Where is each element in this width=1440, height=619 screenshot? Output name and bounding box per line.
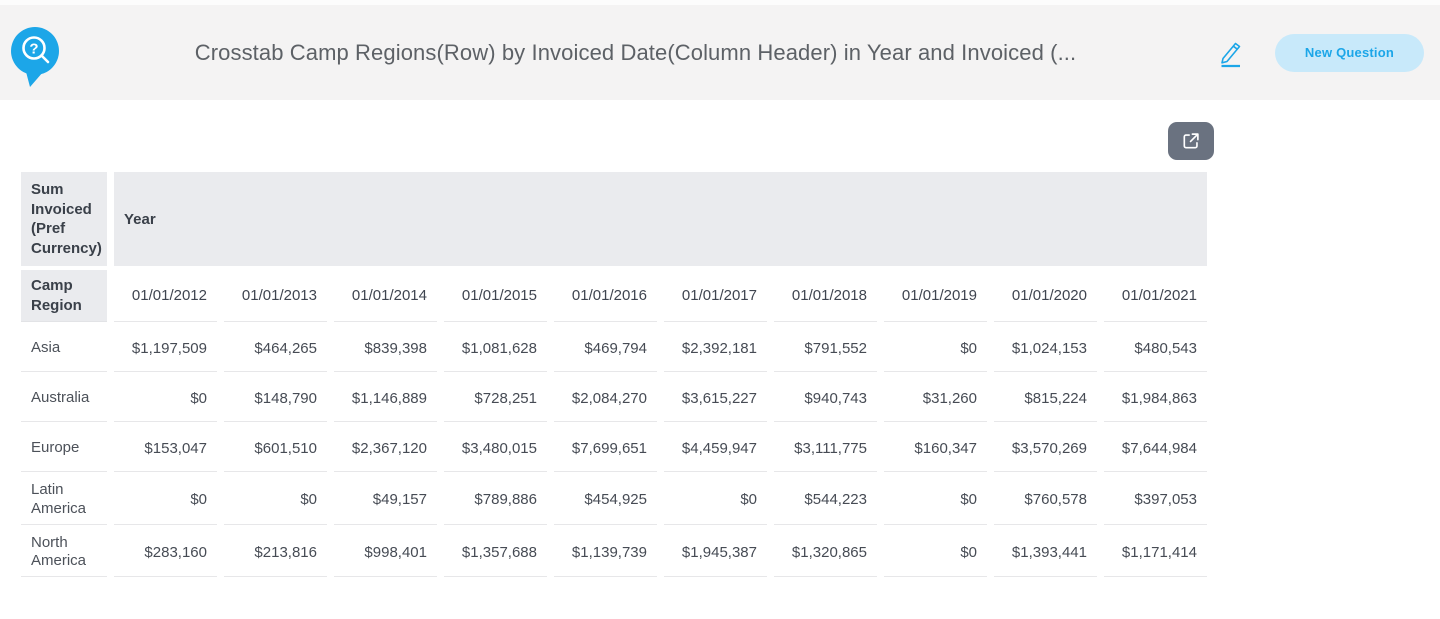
value-cell: $1,081,628	[444, 326, 547, 372]
column-header[interactable]: 01/01/2020	[994, 270, 1097, 322]
open-in-new-icon	[1183, 133, 1199, 149]
column-header[interactable]: 01/01/2018	[774, 270, 877, 322]
value-cell: $7,644,984	[1104, 426, 1207, 472]
value-cell: $1,320,865	[774, 529, 877, 577]
value-cell: $49,157	[334, 476, 437, 525]
value-cell: $1,171,414	[1104, 529, 1207, 577]
value-cell: $464,265	[224, 326, 327, 372]
value-cell: $998,401	[334, 529, 437, 577]
value-cell: $469,794	[554, 326, 657, 372]
row-label: North America	[21, 529, 107, 577]
measure-header-row: Sum Invoiced (Pref Currency) Year	[21, 172, 1207, 266]
open-in-new-button[interactable]	[1168, 122, 1214, 160]
app-logo[interactable]: ?	[10, 26, 60, 88]
crosstab-table: Sum Invoiced (Pref Currency) Year Camp R…	[14, 168, 1214, 581]
value-cell: $3,615,227	[664, 376, 767, 422]
value-cell: $1,393,441	[994, 529, 1097, 577]
column-header[interactable]: 01/01/2015	[444, 270, 547, 322]
value-cell: $1,357,688	[444, 529, 547, 577]
column-header[interactable]: 01/01/2016	[554, 270, 657, 322]
column-headers-row: Camp Region 01/01/2012 01/01/2013 01/01/20…	[21, 270, 1207, 322]
row-label: Australia	[21, 376, 107, 422]
row-label: Latin America	[21, 476, 107, 525]
edit-title-button[interactable]	[1211, 34, 1249, 72]
value-cell: $454,925	[554, 476, 657, 525]
value-cell: $791,552	[774, 326, 877, 372]
table-row: Asia $1,197,509 $464,265 $839,398 $1,081,628…	[21, 326, 1207, 372]
column-dimension-header[interactable]: Year	[114, 172, 1207, 266]
value-cell: $839,398	[334, 326, 437, 372]
table-row: North America $283,160 $213,816 $998,401 $1,…	[21, 529, 1207, 577]
pencil-icon	[1221, 42, 1241, 67]
value-cell: $2,084,270	[554, 376, 657, 422]
row-label: Asia	[21, 326, 107, 372]
column-header[interactable]: 01/01/2012	[114, 270, 217, 322]
value-cell: $601,510	[224, 426, 327, 472]
value-cell: $0	[884, 326, 987, 372]
value-cell: $3,480,015	[444, 426, 547, 472]
row-dimension-header[interactable]: Camp Region	[21, 270, 107, 322]
answer-content: Sum Invoiced (Pref Currency) Year Camp R…	[14, 122, 1214, 581]
value-cell: $728,251	[444, 376, 547, 422]
value-cell: $7,699,651	[554, 426, 657, 472]
value-cell: $480,543	[1104, 326, 1207, 372]
value-cell: $1,984,863	[1104, 376, 1207, 422]
app-header: ? Crosstab Camp Regions(Row) by Invoiced…	[0, 0, 1440, 100]
column-header[interactable]: 01/01/2021	[1104, 270, 1207, 322]
column-header[interactable]: 01/01/2014	[334, 270, 437, 322]
new-question-button[interactable]: New Question	[1274, 33, 1424, 72]
value-cell: $815,224	[994, 376, 1097, 422]
value-cell: $2,367,120	[334, 426, 437, 472]
column-header[interactable]: 01/01/2019	[884, 270, 987, 322]
value-cell: $283,160	[114, 529, 217, 577]
value-cell: $1,945,387	[664, 529, 767, 577]
table-row: Latin America $0 $0 $49,157 $789,886 $454,925…	[21, 476, 1207, 525]
table-row: Europe $153,047 $601,510 $2,367,120 $3,480,0…	[21, 426, 1207, 472]
value-cell: $544,223	[774, 476, 877, 525]
value-cell: $0	[884, 476, 987, 525]
value-cell: $0	[224, 476, 327, 525]
value-cell: $3,111,775	[774, 426, 877, 472]
value-cell: $1,024,153	[994, 326, 1097, 372]
value-cell: $213,816	[224, 529, 327, 577]
value-cell: $0	[114, 376, 217, 422]
viz-toolbar	[14, 122, 1214, 160]
svg-text:?: ?	[29, 40, 38, 57]
row-label: Europe	[21, 426, 107, 472]
value-cell: $4,459,947	[664, 426, 767, 472]
value-cell: $148,790	[224, 376, 327, 422]
value-cell: $160,347	[884, 426, 987, 472]
value-cell: $31,260	[884, 376, 987, 422]
value-cell: $0	[114, 476, 217, 525]
answer-title: Crosstab Camp Regions(Row) by Invoiced D…	[194, 39, 1077, 65]
value-cell: $3,570,269	[994, 426, 1097, 472]
measure-label: Sum Invoiced (Pref Currency)	[21, 172, 107, 266]
value-cell: $0	[664, 476, 767, 525]
value-cell: $1,197,509	[114, 326, 217, 372]
value-cell: $2,392,181	[664, 326, 767, 372]
table-row: Australia $0 $148,790 $1,146,889 $728,251 $2,…	[21, 376, 1207, 422]
value-cell: $397,053	[1104, 476, 1207, 525]
column-header[interactable]: 01/01/2013	[224, 270, 327, 322]
value-cell: $0	[884, 529, 987, 577]
value-cell: $1,146,889	[334, 376, 437, 422]
value-cell: $789,886	[444, 476, 547, 525]
speech-bubble-search-question-icon: ?	[11, 26, 59, 87]
value-cell: $940,743	[774, 376, 877, 422]
value-cell: $760,578	[994, 476, 1097, 525]
value-cell: $1,139,739	[554, 529, 657, 577]
value-cell: $153,047	[114, 426, 217, 472]
column-header[interactable]: 01/01/2017	[664, 270, 767, 322]
